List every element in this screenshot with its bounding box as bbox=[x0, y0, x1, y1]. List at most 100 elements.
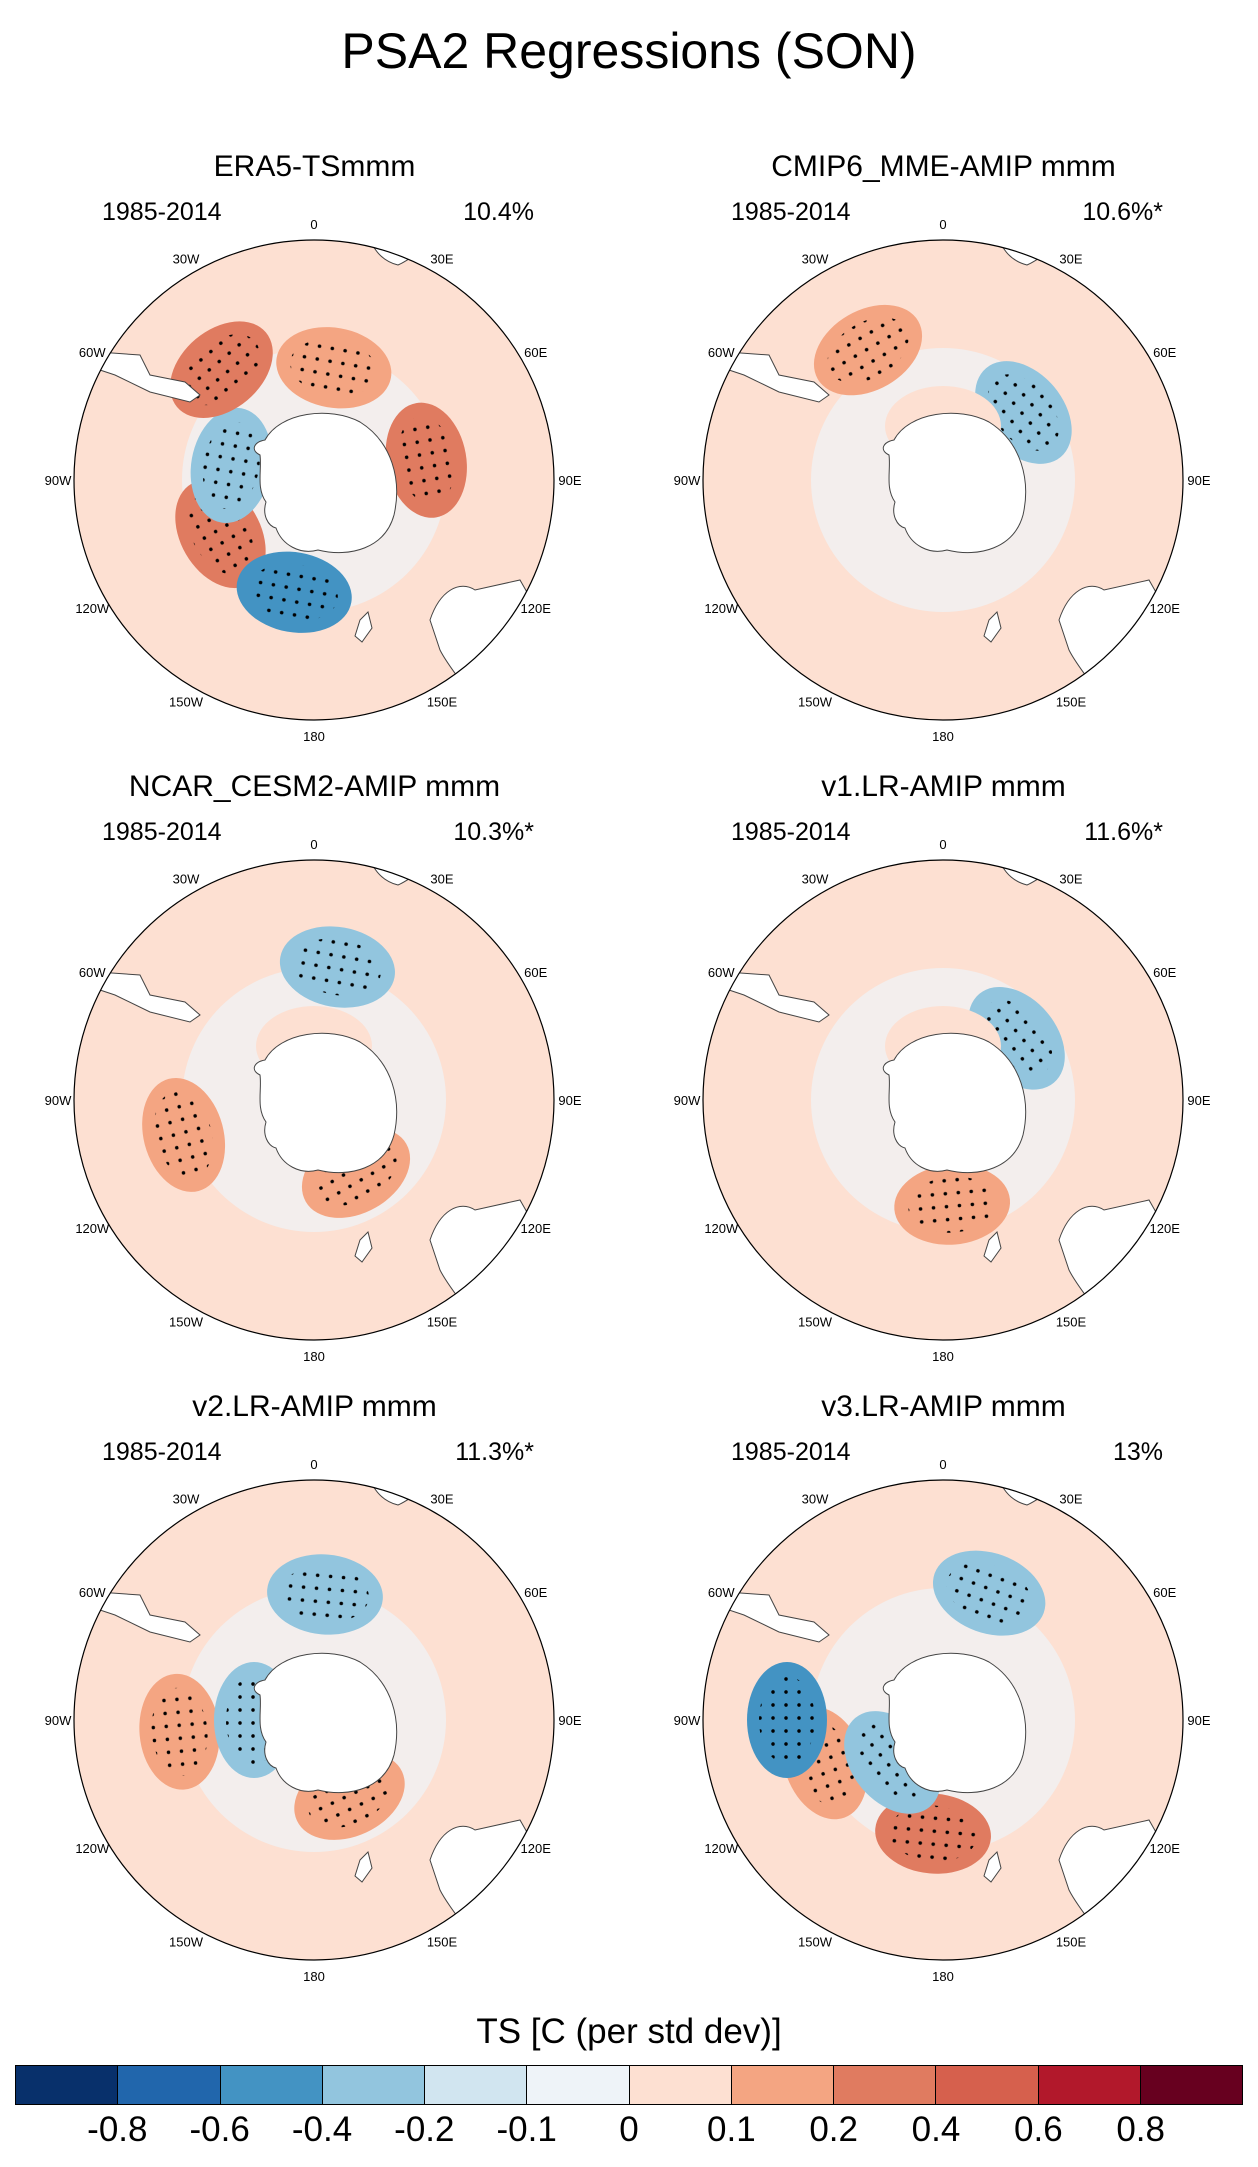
longitude-label: 30E bbox=[430, 871, 453, 886]
australia-landmass bbox=[1058, 579, 1183, 711]
longitude-label: 90W bbox=[674, 1093, 701, 1108]
longitude-label: 60W bbox=[79, 345, 106, 360]
longitude-label: 30W bbox=[802, 251, 829, 266]
longitude-label: 0 bbox=[310, 1457, 317, 1472]
variance-percent: 13% bbox=[1112, 1438, 1163, 1466]
significance-stipple bbox=[250, 563, 338, 621]
longitude-label: 120W bbox=[75, 601, 110, 616]
colorbar-label: -0.1 bbox=[496, 2110, 557, 2149]
variance-percent: 11.6%* bbox=[1084, 818, 1163, 846]
antarctica-landmass bbox=[253, 412, 398, 554]
polar-map: 0 30E 60E 90E 120E 150E 180 150W 120W 90W 60W 30W bbox=[45, 1457, 582, 1984]
significance-stipple bbox=[151, 1687, 208, 1776]
longitude-label: 30W bbox=[802, 871, 829, 886]
longitude-label: 90W bbox=[45, 1713, 72, 1728]
longitude-label: 150E bbox=[1056, 695, 1087, 710]
longitude-label: 120E bbox=[521, 1841, 552, 1856]
significance-stipple bbox=[397, 416, 455, 504]
colorbar-segment bbox=[527, 2066, 630, 2104]
significance-stipple bbox=[987, 374, 1059, 451]
colorbar-label: 0.6 bbox=[1014, 2110, 1063, 2149]
longitude-label: 180 bbox=[932, 729, 954, 744]
longitude-label: 90E bbox=[1187, 473, 1210, 488]
longitude-label: 150W bbox=[169, 695, 204, 710]
longitude-label: 180 bbox=[303, 1349, 325, 1364]
longitude-label: 90W bbox=[45, 1093, 72, 1108]
new-zealand-landmass bbox=[983, 611, 1002, 643]
longitude-label: 60W bbox=[708, 965, 735, 980]
antarctica-landmass bbox=[253, 1032, 398, 1174]
longitude-label: 30E bbox=[1059, 1491, 1082, 1506]
longitude-label: 180 bbox=[303, 729, 325, 744]
longitude-label: 60W bbox=[79, 1585, 106, 1600]
longitude-label: 120E bbox=[1150, 601, 1181, 616]
longitude-label: 60E bbox=[524, 1585, 547, 1600]
longitude-label: 60E bbox=[1153, 1585, 1176, 1600]
colorbar-segment bbox=[629, 2066, 732, 2104]
africa-landmass bbox=[364, 240, 471, 266]
longitude-label: 30E bbox=[430, 1491, 453, 1506]
variance-percent: 11.3%* bbox=[455, 1438, 534, 1466]
longitude-label: 120W bbox=[704, 1841, 739, 1856]
period-label: 1985-2014 bbox=[731, 198, 851, 226]
polar-map: 0 30E 60E 90E 120E 150E 180 150W 120W 90W 60W 30W bbox=[45, 217, 582, 744]
antarctica-landmass bbox=[882, 412, 1027, 554]
colorbar-label: 0.2 bbox=[809, 2110, 858, 2149]
period-label: 1985-2014 bbox=[731, 1438, 851, 1466]
longitude-label: 120W bbox=[704, 601, 739, 616]
longitude-label: 30E bbox=[1059, 251, 1082, 266]
longitude-label: 0 bbox=[939, 1457, 946, 1472]
map-panel: 0 30E 60E 90E 120E 150E 180 150W 120W 90W 60W 30W v3… bbox=[629, 1390, 1258, 2010]
longitude-label: 30E bbox=[430, 251, 453, 266]
new-zealand-landmass bbox=[354, 1231, 373, 1263]
significance-stipple bbox=[202, 421, 260, 510]
polar-map: 0 30E 60E 90E 120E 150E 180 150W 120W 90W 60W 30W bbox=[674, 217, 1211, 744]
colorbar-title: TS [C (per std dev)] bbox=[476, 2012, 782, 2051]
longitude-label: 150E bbox=[1056, 1315, 1087, 1330]
longitude-label: 60W bbox=[708, 345, 735, 360]
significance-stipple bbox=[154, 1091, 213, 1179]
map-border bbox=[702, 1479, 1184, 1961]
longitude-label: 120W bbox=[75, 1221, 110, 1236]
longitude-label: 150E bbox=[427, 1935, 458, 1950]
significance-stipple bbox=[908, 1176, 997, 1233]
colorbar-label: -0.4 bbox=[291, 2110, 353, 2149]
colorbar-segment bbox=[220, 2066, 323, 2104]
colorbar-label: 0.8 bbox=[1116, 2110, 1165, 2149]
map-panel: 0 30E 60E 90E 120E 150E 180 150W 120W 90W 60W 30W v2… bbox=[0, 1390, 629, 2010]
longitude-label: 90E bbox=[558, 1093, 581, 1108]
map-border bbox=[73, 239, 555, 721]
longitude-label: 90E bbox=[558, 473, 581, 488]
longitude-label: 60E bbox=[1153, 965, 1176, 980]
panel-title: CMIP6_MME-AMIP mmm bbox=[771, 150, 1116, 183]
longitude-label: 120E bbox=[521, 1221, 552, 1236]
new-zealand-landmass bbox=[354, 1851, 373, 1883]
longitude-label: 30W bbox=[173, 871, 200, 886]
longitude-label: 150E bbox=[1056, 1935, 1087, 1950]
longitude-label: 60W bbox=[708, 1585, 735, 1600]
australia-landmass bbox=[1058, 1199, 1183, 1331]
colorbar-label: 0.1 bbox=[707, 2110, 756, 2149]
period-label: 1985-2014 bbox=[102, 198, 222, 226]
map-panel: 0 30E 60E 90E 120E 150E 180 150W 120W 90W 60W 30W NC… bbox=[0, 770, 629, 1390]
colorbar-label: -0.6 bbox=[189, 2110, 250, 2149]
australia-landmass bbox=[429, 579, 554, 711]
longitude-label: 60E bbox=[1153, 345, 1176, 360]
variance-percent: 10.4% bbox=[463, 198, 534, 226]
period-label: 1985-2014 bbox=[102, 1438, 222, 1466]
longitude-label: 120W bbox=[704, 1221, 739, 1236]
colorbar-segment bbox=[1038, 2066, 1141, 2104]
significance-stipple bbox=[759, 1676, 815, 1764]
colorbar bbox=[15, 2065, 1243, 2105]
map-panel: 0 30E 60E 90E 120E 150E 180 150W 120W 90W 60W 30W v1… bbox=[629, 770, 1258, 1390]
longitude-label: 150W bbox=[169, 1935, 204, 1950]
longitude-label: 0 bbox=[310, 837, 317, 852]
panel-title: v1.LR-AMIP mmm bbox=[821, 770, 1066, 803]
longitude-label: 30W bbox=[173, 1491, 200, 1506]
longitude-label: 60E bbox=[524, 345, 547, 360]
colorbar-segment bbox=[936, 2066, 1039, 2104]
longitude-label: 90W bbox=[674, 1713, 701, 1728]
longitude-label: 60W bbox=[79, 965, 106, 980]
australia-landmass bbox=[1058, 1819, 1183, 1951]
period-label: 1985-2014 bbox=[102, 818, 222, 846]
